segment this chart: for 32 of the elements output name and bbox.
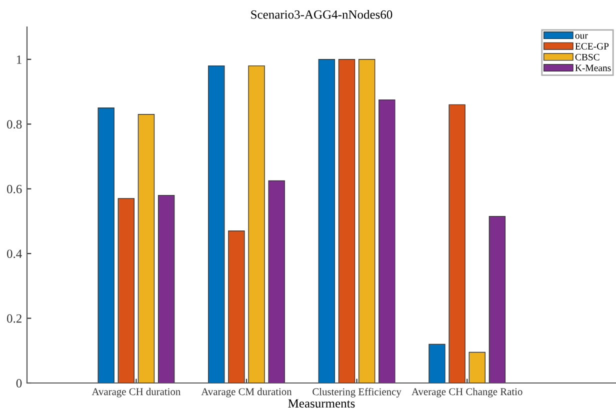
y-tick-label: 0 — [16, 379, 22, 388]
x-tick-label: Clustering Efficiency — [312, 388, 402, 398]
legend-label: CBSC — [575, 54, 600, 60]
y-tick-label: 0.4 — [6, 250, 22, 258]
bar — [448, 104, 466, 383]
bar — [138, 114, 155, 383]
legend-label: our — [575, 34, 588, 39]
y-tick-label: 0.6 — [6, 184, 22, 194]
bar — [228, 230, 245, 383]
bar — [488, 216, 506, 383]
x-tick-label: Avarage CH duration — [92, 388, 180, 398]
bar — [378, 99, 396, 383]
y-tick-label: 0.8 — [6, 120, 22, 129]
bar — [118, 198, 135, 383]
x-axis-title: Measurments — [288, 399, 355, 408]
y-tick-label: 1 — [16, 55, 22, 64]
bar — [98, 108, 114, 383]
bar — [268, 180, 285, 383]
legend-label: ECE-GP — [575, 43, 609, 50]
bar — [158, 194, 175, 383]
y-tick-label: 0.2 — [6, 314, 22, 323]
bar — [358, 59, 376, 383]
bar — [318, 59, 336, 383]
bar — [208, 65, 225, 383]
bar — [338, 59, 356, 383]
bar — [248, 65, 265, 383]
x-tick-label: Average CH Change Ratio — [412, 388, 522, 398]
bar — [468, 352, 486, 383]
x-tick-label: Avarage CM duration — [201, 388, 292, 398]
chart-title: Scenario3-AGG4-nNodes60 — [251, 10, 392, 19]
legend-label: K-Means — [575, 64, 611, 72]
bar — [428, 344, 446, 383]
